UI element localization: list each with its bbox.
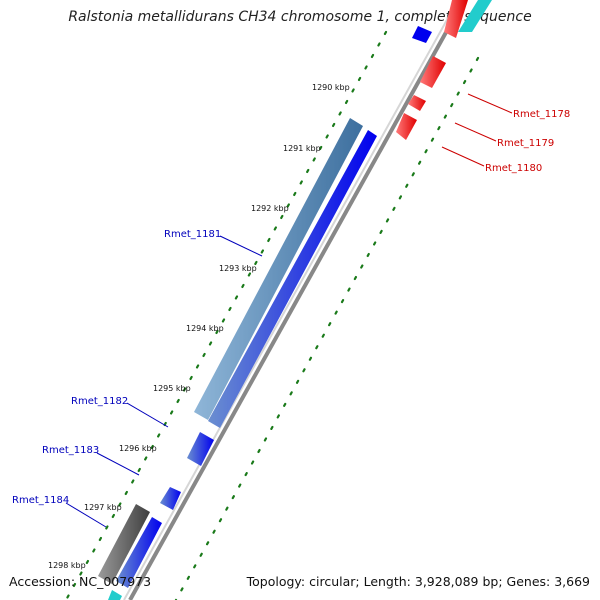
kbp-label: 1294 kbp <box>186 324 224 333</box>
gene-rmet-1178[interactable] <box>420 56 446 88</box>
kbp-label: 1298 kbp <box>48 561 86 570</box>
leader-rmet-1181 <box>219 235 263 257</box>
leader-rmet-1180 <box>441 146 485 167</box>
gene-label-rmet-1182[interactable]: Rmet_1182 <box>71 396 128 407</box>
gene-rmet-1181-alt[interactable] <box>194 118 363 420</box>
gene-rmet-1179[interactable] <box>408 95 426 111</box>
leader-rmet-1178 <box>467 93 513 114</box>
leader-rmet-1182 <box>126 402 169 428</box>
kbp-label-group: 1290 kbp 1291 kbp 1292 kbp 1293 kbp 1294… <box>48 83 350 570</box>
gene-label-rmet-1183[interactable]: Rmet_1183 <box>42 445 99 456</box>
leader-rmet-1179 <box>454 122 497 142</box>
gene-rmet-1181[interactable] <box>208 130 377 428</box>
gene-rmet-1184-gray[interactable] <box>98 504 150 584</box>
kbp-label: 1293 kbp <box>219 264 257 273</box>
gene-label-rmet-1184[interactable]: Rmet_1184 <box>12 495 69 506</box>
gene-rmet-1184[interactable] <box>116 517 162 588</box>
kbp-label: 1295 kbp <box>153 384 191 393</box>
kbp-label: 1291 kbp <box>283 144 321 153</box>
gene-label-rmet-1180[interactable]: Rmet_1180 <box>485 163 542 174</box>
forward-gene-top <box>444 0 468 38</box>
cyan-feature-top <box>458 0 492 32</box>
cyan-feature-bottom <box>108 590 122 600</box>
gene-label-rmet-1179[interactable]: Rmet_1179 <box>497 138 554 149</box>
genome-summary-text: Topology: circular; Length: 3,928,089 bp… <box>246 574 590 589</box>
accession-text: Accession: NC_007973 <box>9 574 152 589</box>
reverse-tick-track <box>64 30 388 600</box>
kbp-label: 1290 kbp <box>312 83 350 92</box>
gene-rmet-1183[interactable] <box>160 487 181 510</box>
kbp-label: 1292 kbp <box>251 204 289 213</box>
gene-label-rmet-1181[interactable]: Rmet_1181 <box>164 229 221 240</box>
map-title: Ralstonia metallidurans CH34 chromosome … <box>68 9 532 25</box>
backbone-inner <box>123 0 459 600</box>
gene-label-rmet-1178[interactable]: Rmet_1178 <box>513 109 570 120</box>
gene-label-group: Rmet_1178 Rmet_1179 Rmet_1180 Rmet_1181 … <box>12 109 570 506</box>
gene-rmet-1180[interactable] <box>396 113 417 140</box>
backbone-outer <box>128 0 466 600</box>
forward-tick-track <box>174 56 480 600</box>
leader-rmet-1184 <box>65 502 107 528</box>
kbp-label: 1296 kbp <box>119 444 157 453</box>
leader-rmet-1183 <box>96 452 140 476</box>
reverse-gene-top <box>412 26 432 43</box>
gene-rmet-1182[interactable] <box>187 432 214 466</box>
kbp-label: 1297 kbp <box>84 503 122 512</box>
